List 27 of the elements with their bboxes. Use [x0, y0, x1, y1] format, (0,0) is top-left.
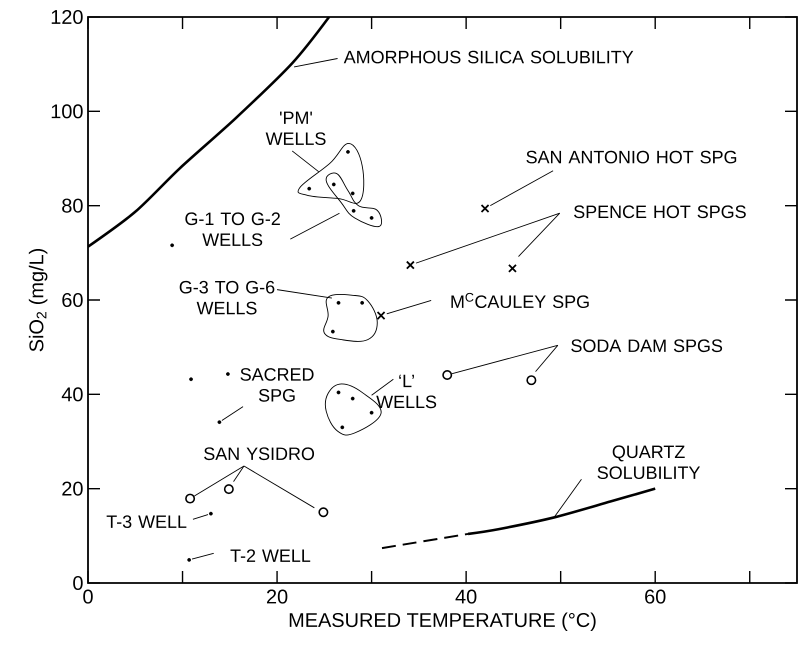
- y-tick-label: 120: [52, 10, 83, 24]
- annotation: SAN ANTONIO HOT SPG: [526, 150, 736, 164]
- y-tick-label: 20: [62, 482, 83, 496]
- x-tick-label: 0: [83, 590, 93, 604]
- x-tick-label: 20: [266, 590, 288, 604]
- annotation: 'PM' WELLS: [266, 112, 326, 146]
- annotation: SACRED SPG: [240, 368, 314, 402]
- annotation: G-3 TO G-6 WELLS: [180, 280, 274, 314]
- x-axis-title: MEASURED TEMPERATURE (°C): [290, 612, 596, 632]
- y-tick-label: 60: [62, 292, 83, 308]
- y-tick-label: 40: [62, 387, 83, 402]
- y-axis-title: SiO$_{2}$ (mg/L): [28, 248, 48, 352]
- annotation: QUARTZ SOLUBILITY: [598, 445, 700, 480]
- x-tick-label: 60: [645, 590, 666, 604]
- annotation: ‘L’ WELLS: [376, 374, 436, 408]
- annotation: T-3 WELL: [106, 515, 186, 528]
- annotation: SPENCE HOT SPGS: [574, 205, 746, 218]
- y-tick-label: 0: [73, 576, 83, 590]
- y-tick-label: 100: [52, 104, 83, 118]
- annotation: M$^{C}$CAULEY SPG: [451, 292, 589, 308]
- annotation: SODA DAM SPGS: [571, 339, 722, 352]
- y-tick-label: 80: [62, 198, 83, 213]
- annotation: AMORPHOUS SILICA SOLUBILITY: [344, 50, 634, 64]
- annotation: T-2 WELL: [230, 549, 310, 562]
- x-tick-label: 40: [456, 590, 476, 604]
- annotation: SAN YSIDRO: [204, 447, 314, 460]
- annotation: G-1 TO G-2 WELLS: [185, 212, 280, 246]
